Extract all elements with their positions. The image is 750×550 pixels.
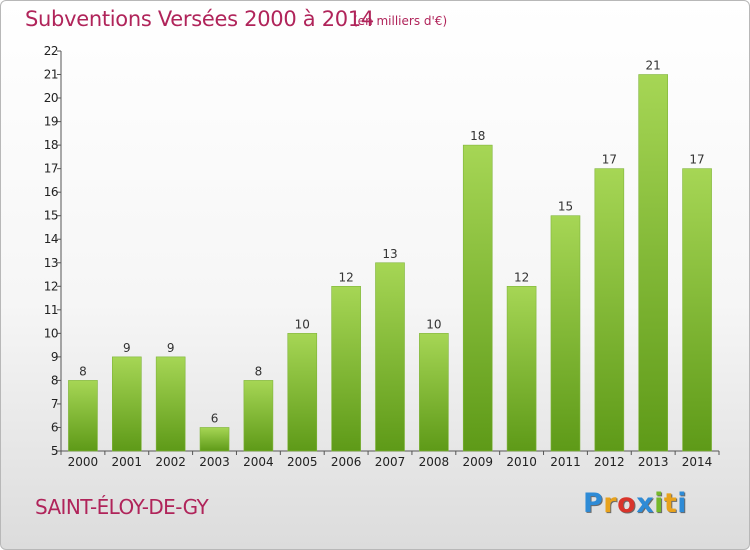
data-label-2011: 15 <box>558 200 573 214</box>
x-tick-label: 2009 <box>462 455 493 469</box>
bar-2000 <box>68 380 98 452</box>
x-tick-label: 2014 <box>682 455 713 469</box>
town-name: SAINT-ÉLOY-DE-GY <box>35 495 209 519</box>
x-tick-label: 2012 <box>594 455 625 469</box>
x-tick-label: 2008 <box>419 455 450 469</box>
x-tick-label: 2004 <box>243 455 274 469</box>
x-tick-label: 2000 <box>68 455 99 469</box>
bar-2007 <box>375 262 405 452</box>
y-tick-label: 22 <box>44 44 58 58</box>
proxiti-logo: Proxiti <box>583 488 687 519</box>
y-axis: 5 6 7 8 9 10 11 12 13 14 15 16 17 18 19 20 21 22 <box>44 44 62 458</box>
x-tick-label: 2005 <box>287 455 318 469</box>
logo-letter: o <box>617 488 637 519</box>
logo-letter: r <box>603 488 618 519</box>
bar-2003 <box>199 427 230 452</box>
data-label-2009: 18 <box>470 129 485 143</box>
bar-2005 <box>287 333 318 452</box>
bar-2006 <box>331 285 361 452</box>
bar-2010 <box>506 285 537 452</box>
x-tick-label: 2002 <box>155 455 186 469</box>
y-tick-label: 5 <box>51 444 58 458</box>
bar-2002 <box>155 356 186 452</box>
y-tick-label: 20 <box>44 91 58 105</box>
data-label-2008: 10 <box>426 317 441 331</box>
bar-2004 <box>243 380 274 452</box>
x-tick-label: 2001 <box>112 455 143 469</box>
x-tick-label: 2010 <box>506 455 537 469</box>
bar-2011 <box>550 215 581 452</box>
data-label-2007: 13 <box>382 247 397 261</box>
data-label-2006: 12 <box>338 270 353 284</box>
bar-2001 <box>112 356 142 452</box>
x-tick-label: 2003 <box>199 455 230 469</box>
y-tick-label: 16 <box>44 185 58 199</box>
y-tick-label: 9 <box>51 350 58 364</box>
y-tick-label: 7 <box>51 397 58 411</box>
logo-letter: x <box>636 488 655 519</box>
bar-2012 <box>594 168 625 452</box>
logo-letter: i <box>677 488 688 519</box>
x-tick-label: 2013 <box>638 455 669 469</box>
data-label-2012: 17 <box>602 153 617 167</box>
data-label-2005: 10 <box>295 317 310 331</box>
y-tick-label: 12 <box>44 279 58 293</box>
data-label-2004: 8 <box>255 364 263 378</box>
bar-2013 <box>638 74 669 452</box>
y-tick-label: 6 <box>51 420 58 434</box>
y-tick-label: 14 <box>44 232 58 246</box>
y-tick-label: 18 <box>44 138 58 152</box>
bar-2009 <box>462 144 493 452</box>
data-label-2003: 6 <box>211 411 219 425</box>
x-tick-label: 2011 <box>550 455 581 469</box>
bar-2008 <box>419 333 449 452</box>
y-tick-label: 17 <box>44 162 58 176</box>
data-label-2013: 21 <box>646 59 661 73</box>
y-tick-label: 8 <box>51 373 58 387</box>
bar-2014 <box>682 168 712 452</box>
chart-subtitle: (en milliers d'€) <box>353 14 448 28</box>
logo-letter: t <box>663 488 678 519</box>
data-label-2001: 9 <box>123 341 131 355</box>
x-axis: 2000 2001 2002 2003 2004 2005 2006 2007 2008 2009… <box>60 450 720 469</box>
x-tick-label: 2006 <box>331 455 362 469</box>
y-tick-label: 13 <box>44 256 58 270</box>
bars: 8 9 9 6 8 10 12 13 10 18 12 15 17 21 17 <box>68 59 712 452</box>
data-label-2000: 8 <box>79 364 87 378</box>
y-tick-label: 15 <box>44 209 58 223</box>
x-tick-label: 2007 <box>375 455 406 469</box>
y-tick-label: 10 <box>44 326 58 340</box>
y-tick-label: 21 <box>44 68 58 82</box>
y-tick-label: 11 <box>44 303 58 317</box>
chart-title: Subventions Versées 2000 à 2014 <box>25 7 374 31</box>
data-label-2010: 12 <box>514 270 529 284</box>
y-tick-label: 19 <box>44 115 58 129</box>
data-label-2014: 17 <box>689 153 704 167</box>
data-label-2002: 9 <box>167 341 175 355</box>
logo-letter: i <box>654 488 664 519</box>
logo-letter: P <box>583 488 604 519</box>
